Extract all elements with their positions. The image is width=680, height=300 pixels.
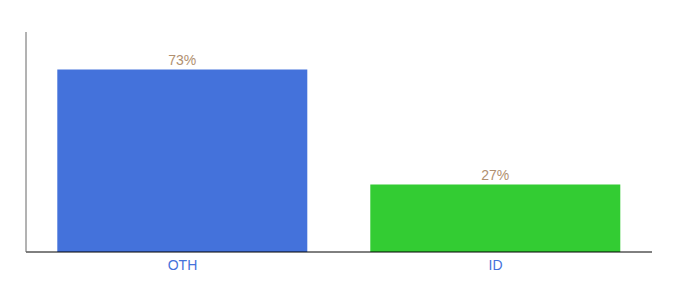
svg-text:OTH: OTH: [168, 257, 198, 273]
svg-text:73%: 73%: [168, 52, 196, 68]
svg-text:ID: ID: [489, 257, 503, 273]
svg-text:27%: 27%: [481, 167, 509, 183]
